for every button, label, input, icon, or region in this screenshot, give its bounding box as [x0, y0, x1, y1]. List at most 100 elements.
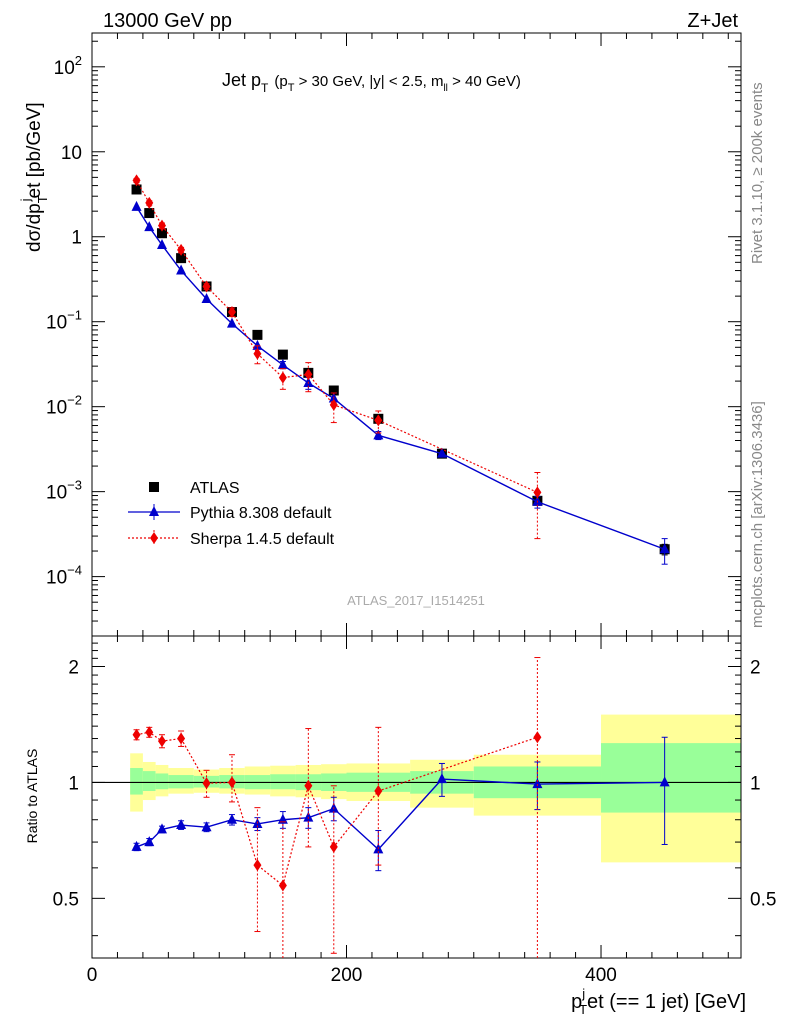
ratio-point-sherpa — [132, 728, 141, 741]
point-pythia — [131, 200, 142, 211]
point-atlas — [277, 349, 288, 360]
y-tick-label: 10−1 — [46, 308, 82, 334]
mcplots-label: mcplots.cern.ch [arXiv:1306.3436] — [749, 401, 766, 628]
point-sherpa — [227, 306, 236, 319]
point-atlas — [144, 208, 155, 219]
legend-item-sherpa: Sherpa 1.4.5 default — [128, 530, 335, 548]
band-inner-7 — [270, 774, 296, 790]
ratio-frame — [91, 635, 742, 959]
ratio-point-sherpa — [177, 732, 186, 745]
point-sherpa — [177, 243, 186, 256]
series-line-pythia — [135, 206, 665, 550]
process-label: Z+Jet — [687, 10, 738, 32]
point-sherpa — [157, 219, 166, 232]
band-inner-3 — [168, 775, 194, 789]
legend-marker — [149, 506, 159, 516]
point-sherpa — [278, 371, 287, 384]
ratio-point-sherpa — [304, 779, 313, 792]
series-atlas — [131, 184, 670, 556]
point-pythia — [436, 447, 447, 458]
y-tick-label: 10−4 — [46, 563, 82, 589]
ratio-panel: 0 200 400 0.5 0.5 1 1 2 2 — [53, 635, 776, 986]
ratio-point-sherpa — [278, 879, 287, 892]
legend-item-atlas: ATLAS — [149, 480, 240, 497]
ratio-point-pythia — [436, 773, 447, 784]
ratio-point-pythia — [144, 836, 155, 847]
ratio-point-sherpa — [253, 859, 262, 872]
ratio-point-pythia — [277, 813, 288, 824]
ratio-line-pythia — [136, 778, 665, 851]
ratio-point-pythia — [303, 811, 314, 822]
analysis-id: ATLAS_2017_I1514251 — [347, 593, 485, 608]
rivet-label: Rivet 3.1.10, ≥ 200k events — [749, 82, 766, 264]
x-tick-label: 0 — [87, 965, 98, 986]
main-ylabel: dσ/dpTjet [pb/GeV] — [18, 102, 50, 252]
point-sherpa — [374, 414, 383, 427]
point-pythia — [252, 339, 263, 350]
x-axis-label: pj Tet (== 1 jet) [GeV] — [571, 986, 746, 1017]
x-tick-label: 200 — [331, 965, 363, 986]
ratio-point-sherpa — [374, 784, 383, 797]
series-line-sherpa — [136, 180, 538, 493]
point-sherpa — [253, 347, 262, 360]
band-inner-13 — [601, 743, 741, 813]
ratio-point-sherpa — [329, 840, 338, 853]
point-pythia — [277, 358, 288, 369]
point-pythia — [659, 543, 670, 554]
ratio-point-pythia — [201, 821, 212, 832]
point-sherpa — [132, 174, 141, 187]
y-tick-label: 102 — [54, 53, 82, 79]
ratio-y-tick-label: 1 — [68, 773, 79, 794]
point-pythia — [226, 317, 237, 328]
y-tick-label: 10−3 — [46, 478, 82, 504]
ratio-series-sherpa — [132, 657, 542, 958]
point-pythia — [176, 264, 187, 275]
series-pythia — [131, 200, 670, 565]
main-panel: 102 10 1 10−1 10−2 10−3 10−4 — [46, 32, 742, 637]
band-inner-2 — [155, 773, 169, 790]
point-atlas — [131, 184, 142, 195]
ratio-point-sherpa — [157, 735, 166, 748]
ratio-point-pythia — [176, 819, 187, 830]
legend-label: Sherpa 1.4.5 default — [190, 531, 335, 548]
series-sherpa — [132, 174, 542, 540]
point-sherpa — [145, 196, 154, 209]
ratio-y-tick-label-right: 0.5 — [750, 889, 776, 910]
y-tick-label: 10−2 — [46, 393, 82, 419]
ratio-point-pythia — [156, 823, 167, 834]
point-pythia — [144, 221, 155, 232]
point-atlas — [252, 329, 263, 340]
y-tick-label: 10 — [61, 143, 82, 164]
point-pythia — [156, 238, 167, 249]
ratio-point-pythia — [131, 840, 142, 851]
ratio-point-sherpa — [227, 776, 236, 789]
ratio-y-tick-label-right: 1 — [750, 773, 761, 794]
ratio-y-tick-label: 2 — [68, 657, 79, 678]
point-atlas — [328, 385, 339, 396]
point-sherpa — [304, 368, 313, 381]
point-sherpa — [202, 280, 211, 293]
x-tick-label: 400 — [585, 965, 617, 986]
band-inner-0 — [130, 768, 143, 795]
ratio-point-pythia — [226, 813, 237, 824]
point-pythia — [201, 293, 212, 304]
band-inner-1 — [142, 771, 156, 791]
ratio-y-tick-label-right: 2 — [750, 657, 761, 678]
ratio-ylabel: Ratio to ATLAS — [24, 749, 40, 844]
legend-label: Pythia 8.308 default — [190, 505, 332, 522]
ratio-point-pythia — [532, 778, 543, 789]
plot-title: Jet pT (pT > 30 GeV, |y| < 2.5, mll > 40 … — [222, 70, 521, 95]
ratio-point-pythia — [659, 776, 670, 787]
y-tick-label: 1 — [71, 228, 82, 249]
point-atlas — [176, 253, 187, 264]
point-sherpa — [329, 398, 338, 411]
energy-label: 13000 GeV pp — [103, 10, 232, 32]
ratio-y-tick-label: 0.5 — [53, 889, 79, 910]
point-pythia — [373, 429, 384, 440]
point-sherpa — [533, 486, 542, 499]
ratio-point-sherpa — [145, 726, 154, 739]
legend-label: ATLAS — [190, 480, 240, 497]
legend-item-pythia: Pythia 8.308 default — [128, 504, 332, 522]
legend-marker — [150, 532, 158, 544]
